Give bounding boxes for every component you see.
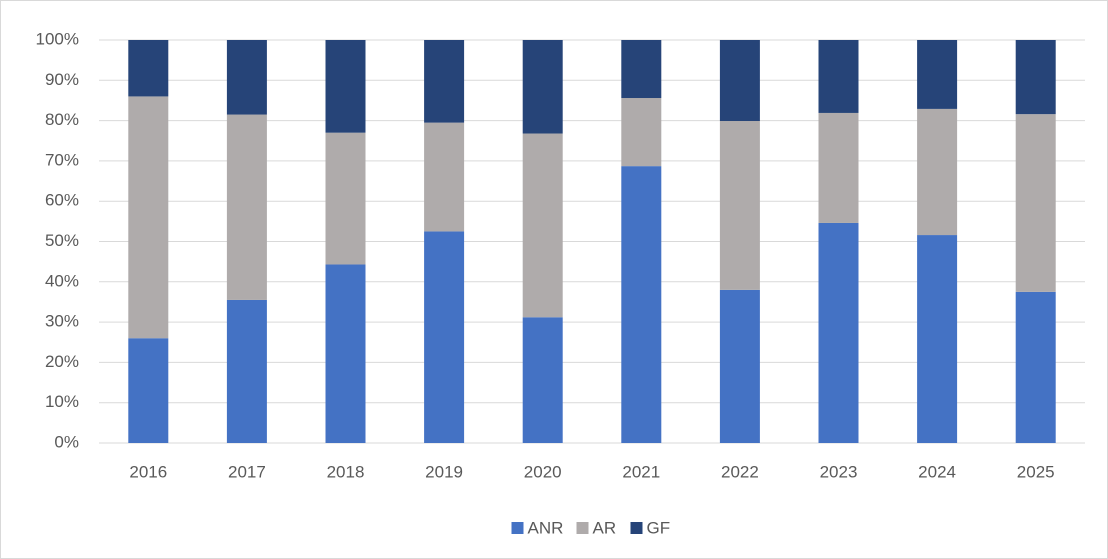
bar-segment xyxy=(917,40,958,109)
x-tick-label: 2022 xyxy=(721,462,759,481)
bar-segment xyxy=(818,40,859,113)
bar-segment xyxy=(621,40,662,99)
bar-segment xyxy=(621,98,662,167)
y-tick-label: 20% xyxy=(45,352,79,371)
y-tick-label: 90% xyxy=(45,70,79,89)
y-tick-label: 0% xyxy=(54,432,79,451)
x-tick-label: 2020 xyxy=(524,462,562,481)
bar-segment xyxy=(1015,40,1056,115)
legend-swatch xyxy=(630,522,643,534)
x-tick-label: 2023 xyxy=(820,462,858,481)
y-tick-label: 70% xyxy=(45,150,79,169)
bar-segment xyxy=(424,122,465,232)
x-tick-label: 2024 xyxy=(918,462,956,481)
x-tick-label: 2021 xyxy=(622,462,660,481)
y-tick-label: 60% xyxy=(45,191,79,210)
bar-segment xyxy=(226,299,267,443)
bar-segment xyxy=(522,317,563,443)
bar-segment xyxy=(325,40,366,133)
bar-segment xyxy=(522,133,563,318)
legend-label: GF xyxy=(647,518,671,537)
x-tick-label: 2017 xyxy=(228,462,266,481)
bar-segment xyxy=(128,96,169,339)
legend-label: AR xyxy=(593,518,617,537)
x-tick-label: 2019 xyxy=(425,462,463,481)
bar-segment xyxy=(719,289,760,443)
bar-segment xyxy=(424,40,465,123)
bar-segment xyxy=(1015,291,1056,443)
y-tick-label: 40% xyxy=(45,271,79,290)
bar-segment xyxy=(522,40,563,134)
y-tick-label: 50% xyxy=(45,231,79,250)
bar-segment xyxy=(917,235,958,443)
bar-segment xyxy=(128,40,169,97)
bar-segment xyxy=(325,264,366,443)
bar-segment xyxy=(226,40,267,115)
bar-segment xyxy=(917,108,958,236)
bar-segment xyxy=(1015,114,1056,292)
bar-segment xyxy=(818,222,859,443)
x-tick-label: 2025 xyxy=(1017,462,1055,481)
legend-swatch xyxy=(576,522,589,534)
bar-segment xyxy=(621,166,662,444)
legend-swatch xyxy=(511,522,524,534)
y-tick-label: 10% xyxy=(45,392,79,411)
bar-segment xyxy=(226,114,267,300)
x-tick-label: 2016 xyxy=(129,462,167,481)
x-tick-label: 2018 xyxy=(327,462,365,481)
bar-segment xyxy=(719,40,760,122)
bar-segment xyxy=(818,112,859,223)
y-tick-label: 30% xyxy=(45,312,79,331)
bar-segment xyxy=(424,231,465,443)
bar-segment xyxy=(128,338,169,443)
y-tick-label: 80% xyxy=(45,110,79,129)
legend-label: ANR xyxy=(528,518,564,537)
bar-segment xyxy=(719,121,760,290)
y-tick-label: 100% xyxy=(36,29,79,48)
bar-segment xyxy=(325,132,366,265)
